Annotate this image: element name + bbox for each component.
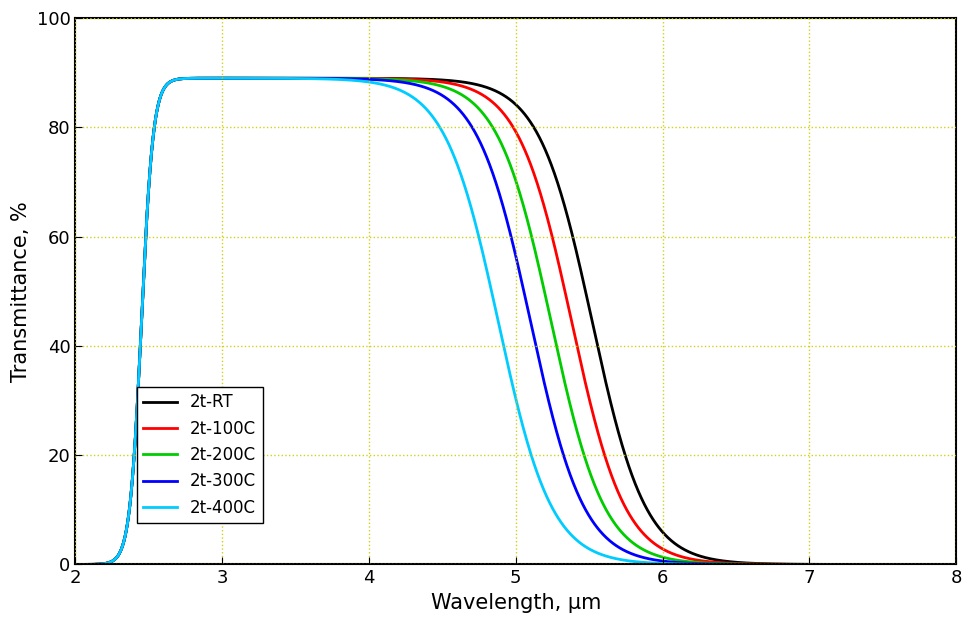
- 2t-100C: [951, 561, 962, 568]
- 2t-100C: [839, 561, 850, 568]
- 2t-300C: [408, 80, 419, 88]
- 2t-RT: [170, 76, 182, 84]
- 2t-100C: [69, 561, 81, 568]
- 2t-200C: [69, 561, 81, 568]
- 2t-400C: [69, 561, 81, 568]
- X-axis label: Wavelength, μm: Wavelength, μm: [431, 593, 601, 613]
- 2t-100C: [446, 80, 457, 87]
- 2t-RT: [408, 75, 419, 82]
- 2t-300C: [446, 99, 457, 106]
- 2t-RT: [933, 561, 945, 568]
- Line: 2t-100C: 2t-100C: [75, 78, 956, 565]
- 2t-RT: [224, 74, 235, 82]
- 2t-300C: [951, 561, 962, 568]
- Legend: 2t-RT, 2t-100C, 2t-200C, 2t-300C, 2t-400C: 2t-RT, 2t-100C, 2t-200C, 2t-300C, 2t-400…: [136, 387, 263, 524]
- 2t-400C: [170, 76, 182, 84]
- 2t-400C: [207, 74, 219, 82]
- 2t-RT: [951, 561, 962, 568]
- 2t-400C: [933, 561, 945, 568]
- 2t-200C: [170, 76, 182, 84]
- 2t-300C: [213, 74, 225, 82]
- Line: 2t-300C: 2t-300C: [75, 78, 956, 565]
- 2t-400C: [223, 74, 234, 82]
- 2t-300C: [170, 76, 182, 84]
- 2t-400C: [951, 561, 962, 568]
- 2t-300C: [933, 561, 945, 568]
- 2t-200C: [951, 561, 962, 568]
- 2t-200C: [839, 561, 850, 568]
- Line: 2t-RT: 2t-RT: [75, 78, 956, 565]
- 2t-RT: [69, 561, 81, 568]
- 2t-200C: [217, 74, 229, 82]
- 2t-300C: [223, 74, 234, 82]
- 2t-200C: [933, 561, 945, 568]
- 2t-400C: [446, 147, 457, 154]
- Y-axis label: Transmittance, %: Transmittance, %: [11, 201, 31, 382]
- 2t-200C: [223, 74, 234, 82]
- 2t-RT: [839, 561, 850, 568]
- 2t-100C: [223, 74, 234, 82]
- 2t-100C: [408, 76, 419, 83]
- 2t-400C: [408, 94, 419, 102]
- 2t-300C: [69, 561, 81, 568]
- 2t-100C: [221, 74, 233, 82]
- 2t-400C: [839, 561, 850, 568]
- 2t-RT: [222, 74, 234, 82]
- 2t-200C: [408, 77, 419, 85]
- 2t-300C: [839, 561, 850, 568]
- 2t-100C: [933, 561, 945, 568]
- 2t-200C: [446, 86, 457, 94]
- Line: 2t-400C: 2t-400C: [75, 78, 956, 565]
- 2t-RT: [446, 77, 457, 84]
- 2t-100C: [170, 76, 182, 84]
- Line: 2t-200C: 2t-200C: [75, 78, 956, 565]
